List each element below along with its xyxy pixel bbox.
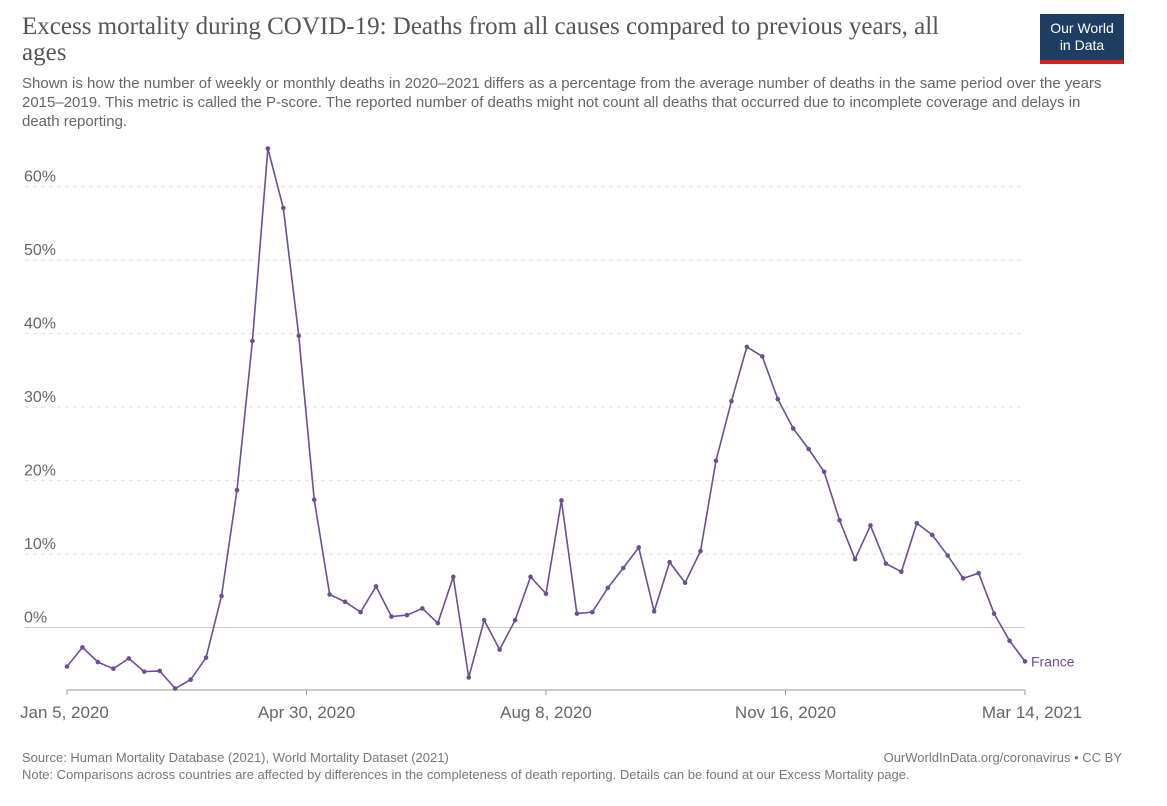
data-point [1007, 638, 1012, 644]
data-point [852, 556, 858, 562]
data-point [837, 517, 842, 523]
chart-subtitle: Shown is how the number of weekly or mon… [22, 75, 1102, 130]
data-point [806, 446, 811, 452]
data-point [991, 611, 997, 616]
data-point [157, 668, 163, 674]
y-tick-label: 10% [24, 536, 56, 553]
data-point [945, 553, 951, 558]
source-text: Source: Human Mortality Database (2021),… [22, 750, 449, 765]
x-tick-label: Apr 30, 2020 [258, 703, 355, 722]
data-point [620, 565, 626, 571]
series-label: France [1031, 653, 1075, 669]
data-point [358, 609, 363, 615]
data-point [760, 354, 765, 359]
data-point [698, 548, 703, 554]
data-point [713, 458, 719, 464]
data-point [389, 614, 394, 619]
data-point [141, 669, 147, 674]
data-point [296, 333, 302, 339]
data-point [883, 561, 889, 566]
y-tick-label: 30% [24, 389, 56, 406]
data-point [188, 677, 193, 683]
y-tick-label: 40% [24, 316, 56, 333]
y-tick-label: 20% [24, 463, 56, 480]
data-point [821, 469, 827, 475]
data-point [497, 647, 502, 652]
data-point [435, 620, 441, 626]
data-point [281, 205, 286, 211]
y-tick-label: 0% [24, 610, 47, 627]
data-point [559, 498, 564, 503]
data-point [960, 576, 966, 581]
data-point [250, 338, 255, 344]
data-point [80, 645, 85, 650]
data-point [512, 617, 518, 623]
data-point [528, 574, 533, 580]
x-tick-label: Aug 8, 2020 [500, 703, 592, 722]
data-point [64, 664, 70, 669]
data-point [929, 532, 935, 538]
chart-title: Excess mortality during COVID-19: Deaths… [22, 13, 940, 66]
data-point [744, 344, 750, 350]
data-point [574, 611, 580, 616]
chart-footer: Source: Human Mortality Database (2021),… [22, 749, 1122, 783]
data-point [682, 580, 688, 586]
data-point [404, 612, 410, 618]
data-point [914, 520, 920, 526]
data-point [327, 592, 332, 597]
data-point [636, 545, 642, 550]
data-point [605, 585, 611, 591]
x-tick-label: Mar 14, 2021 [982, 703, 1082, 722]
data-point [172, 686, 178, 691]
data-point [219, 593, 224, 599]
data-point [111, 666, 116, 671]
owid-logo[interactable]: Our World in Data [1040, 14, 1124, 64]
logo-line-2: in Data [1059, 37, 1105, 53]
x-tick-label: Jan 5, 2020 [20, 703, 109, 722]
y-tick-label: 50% [24, 242, 56, 259]
data-point [543, 591, 549, 597]
data-point [203, 655, 209, 660]
data-point [667, 559, 672, 565]
logo-line-1: Our World [1050, 20, 1114, 36]
data-point [481, 617, 487, 623]
data-point [590, 609, 595, 615]
data-point [651, 609, 657, 614]
data-point [95, 659, 101, 665]
data-point [790, 426, 796, 431]
data-point [420, 606, 425, 611]
data-point [775, 396, 781, 402]
data-point [466, 675, 472, 680]
x-tick-label: Nov 16, 2020 [735, 703, 836, 722]
data-point [311, 497, 317, 503]
data-point [868, 523, 873, 528]
license-link[interactable]: OurWorldInData.org/coronavirus • CC BY [883, 750, 1122, 765]
data-point [126, 656, 132, 661]
data-point [265, 146, 271, 151]
y-tick-label: 60% [24, 169, 56, 186]
data-point [234, 487, 240, 493]
data-point [729, 398, 734, 404]
data-point [342, 599, 348, 605]
data-point [1022, 659, 1028, 664]
data-point [976, 570, 981, 576]
series-line-france [66, 147, 1026, 690]
data-point [450, 574, 456, 580]
note-text: Note: Comparisons across countries are a… [22, 767, 910, 782]
data-point [373, 584, 379, 589]
data-point [899, 569, 904, 575]
